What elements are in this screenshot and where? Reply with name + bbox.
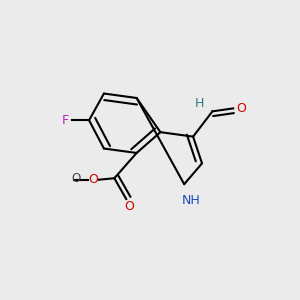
Text: O: O [237,102,247,115]
Text: F: F [62,114,69,127]
Text: H: H [194,98,204,110]
Text: O: O [71,172,80,185]
Text: O: O [124,200,134,213]
Text: O: O [88,173,98,186]
Text: NH: NH [182,194,201,207]
